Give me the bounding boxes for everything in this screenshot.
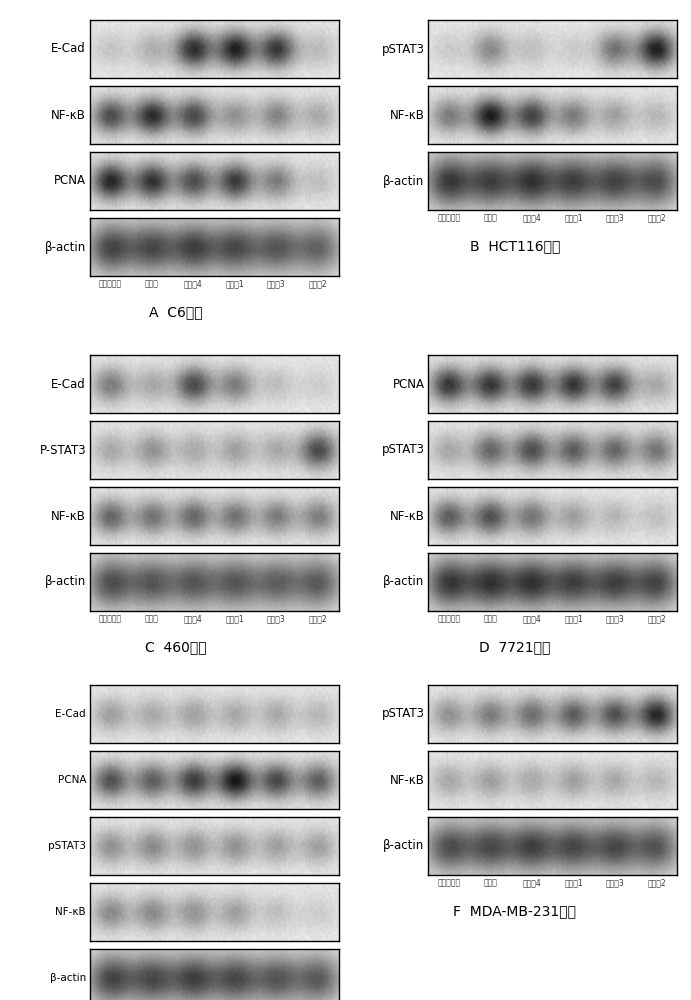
Text: 化合特1: 化合特1	[226, 279, 244, 288]
Text: E-Cad: E-Cad	[55, 709, 86, 719]
Text: E-Cad: E-Cad	[51, 42, 86, 55]
Text: PCNA: PCNA	[392, 377, 424, 390]
Text: 化合特1: 化合特1	[565, 878, 583, 887]
Text: NF-κB: NF-κB	[51, 109, 86, 122]
Text: E-Cad: E-Cad	[51, 377, 86, 390]
Text: 正常对照组: 正常对照组	[437, 614, 461, 623]
Text: 模型组: 模型组	[145, 614, 159, 623]
Text: B  HCT116细胞: B HCT116细胞	[470, 239, 560, 253]
Text: NF-κB: NF-κB	[390, 109, 424, 122]
Text: 化合特2: 化合特2	[647, 614, 665, 623]
Text: 正常对照组: 正常对照组	[99, 279, 122, 288]
Text: 模型组: 模型组	[484, 213, 498, 222]
Text: 正常对照组: 正常对照组	[437, 878, 461, 887]
Text: 化合特3: 化合特3	[605, 614, 625, 623]
Text: 化合特4: 化合特4	[522, 878, 542, 887]
Text: 化合特3: 化合特3	[267, 279, 286, 288]
Text: 模型组: 模型组	[145, 279, 159, 288]
Text: PCNA: PCNA	[54, 174, 86, 188]
Text: 化合特2: 化合特2	[309, 614, 327, 623]
Text: 化合特4: 化合特4	[184, 279, 203, 288]
Text: PCNA: PCNA	[57, 775, 86, 785]
Text: 化合特1: 化合特1	[565, 614, 583, 623]
Text: 化合特4: 化合特4	[522, 614, 542, 623]
Text: 化合特2: 化合特2	[647, 213, 665, 222]
Text: pSTAT3: pSTAT3	[48, 841, 86, 851]
Text: pSTAT3: pSTAT3	[381, 42, 424, 55]
Text: F  MDA-MB-231细胞: F MDA-MB-231细胞	[453, 904, 576, 918]
Text: 化合特3: 化合特3	[605, 878, 625, 887]
Text: pSTAT3: pSTAT3	[381, 708, 424, 720]
Text: 化合特1: 化合特1	[565, 213, 583, 222]
Text: β-actin: β-actin	[50, 973, 86, 983]
Text: pSTAT3: pSTAT3	[381, 444, 424, 456]
Text: β-actin: β-actin	[384, 840, 424, 852]
Text: 正常对照组: 正常对照组	[99, 614, 122, 623]
Text: A  C6细胞: A C6细胞	[149, 305, 203, 319]
Text: 化合特2: 化合特2	[309, 279, 327, 288]
Text: 模型组: 模型组	[484, 614, 498, 623]
Text: β-actin: β-actin	[45, 576, 86, 588]
Text: NF-κB: NF-κB	[390, 510, 424, 522]
Text: D  7721细胞: D 7721细胞	[479, 640, 551, 654]
Text: NF-κB: NF-κB	[55, 907, 86, 917]
Text: 化合特1: 化合特1	[226, 614, 244, 623]
Text: 化合特4: 化合特4	[184, 614, 203, 623]
Text: 化合特2: 化合特2	[647, 878, 665, 887]
Text: β-actin: β-actin	[384, 174, 424, 188]
Text: NF-κB: NF-κB	[390, 774, 424, 786]
Text: NF-κB: NF-κB	[51, 510, 86, 522]
Text: β-actin: β-actin	[45, 240, 86, 253]
Text: 正常对照组: 正常对照组	[437, 213, 461, 222]
Text: C  460细胞: C 460细胞	[145, 640, 207, 654]
Text: P-STAT3: P-STAT3	[39, 444, 86, 456]
Text: 化合特3: 化合特3	[267, 614, 286, 623]
Text: 模型组: 模型组	[484, 878, 498, 887]
Text: β-actin: β-actin	[384, 576, 424, 588]
Text: 化合特4: 化合特4	[522, 213, 542, 222]
Text: 化合特3: 化合特3	[605, 213, 625, 222]
